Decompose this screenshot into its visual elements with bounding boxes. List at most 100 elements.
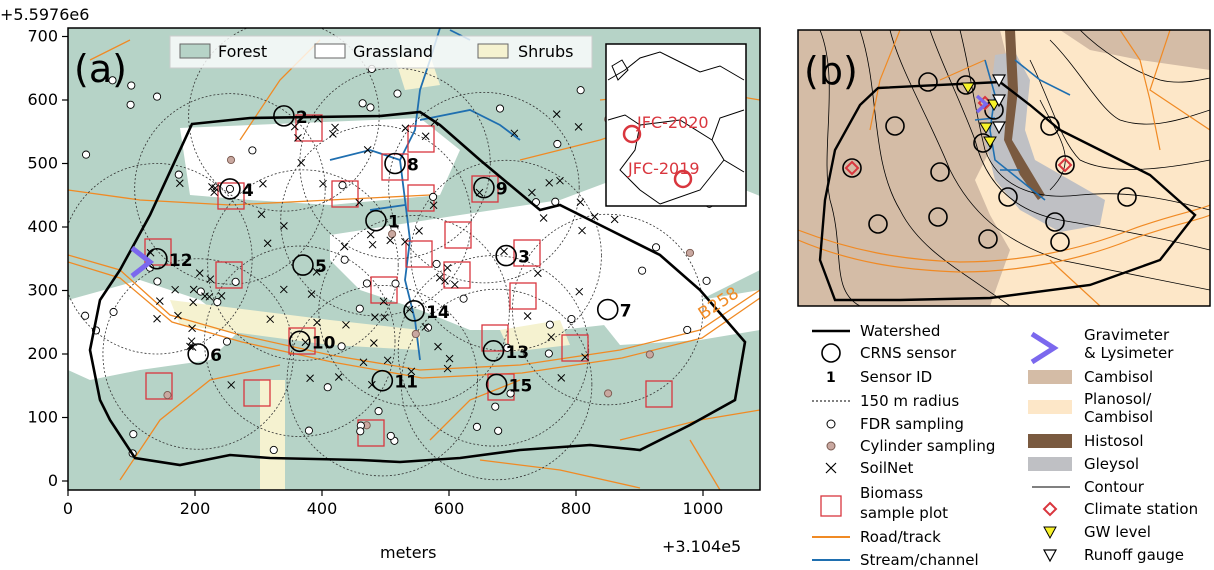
panel-b-gravimeter (975, 94, 989, 114)
y-tick-label: 700 (27, 27, 58, 46)
soilnet-point (174, 311, 182, 320)
soilnet-point (415, 227, 423, 235)
fdr-sample (391, 279, 400, 288)
legend-road: Road/track (860, 528, 941, 546)
sensor-id-label: 3 (518, 248, 530, 268)
watershed-boundary (88, 110, 747, 467)
legend-biomass: Biomass (860, 484, 923, 502)
fdr-sample (82, 150, 91, 159)
soilnet-point (576, 198, 585, 207)
cylinder-sample (226, 155, 236, 165)
soilnet-point (401, 124, 410, 133)
fdr-sample (153, 277, 162, 286)
y-tick-label: 500 (27, 154, 58, 173)
crns-sensor (403, 300, 425, 322)
y-tick-label: 400 (27, 217, 58, 236)
crns-sensor (365, 209, 387, 232)
fdr-sample (386, 431, 395, 440)
fdr-sample (638, 266, 647, 275)
soilnet-point (189, 298, 198, 307)
sensor-id-label: 10 (312, 333, 336, 353)
soilnet-point (450, 280, 459, 289)
fdr-sample (356, 427, 365, 436)
panel-b-map (798, 30, 1210, 306)
panel-b-runoff-gauges (991, 74, 1007, 135)
radius-circle (388, 91, 580, 284)
radius-circle (207, 169, 399, 361)
shrub-patch-3 (500, 320, 570, 352)
soilnet-point (401, 237, 409, 246)
contours (819, 30, 1210, 306)
legend-sample-plot: sample plot (860, 504, 948, 522)
panel-b-frame (797, 29, 1211, 307)
soilnet-point (312, 268, 321, 276)
soilnet-point (421, 132, 430, 141)
soilnet-point (441, 276, 449, 285)
soilnet-point (334, 373, 343, 381)
y-offset-label: +5.5976e6 (0, 5, 89, 24)
sensor-id-label: 12 (169, 251, 193, 271)
main-legend: Watershed CRNS sensor 1 Sensor ID 150 m … (812, 322, 1198, 569)
soilnet-point (443, 264, 452, 272)
x-tick-label: 400 (307, 499, 338, 518)
radius-circle (134, 93, 326, 285)
fdr-sample (108, 76, 117, 85)
soilnet-point (280, 222, 288, 230)
soilnet-point (155, 297, 164, 306)
fdr-sample (683, 325, 692, 334)
legend-lysimeter: & Lysimeter (1084, 344, 1174, 362)
fdr-sample (553, 139, 562, 149)
legend-sensor-id-symbol: 1 (826, 370, 836, 386)
crns-sensor (384, 152, 406, 175)
soilnet-point (545, 178, 554, 187)
soilnet-point (528, 188, 536, 197)
soilnet-point (186, 342, 194, 351)
crns-sensor (485, 373, 508, 396)
soilnet-point (279, 285, 288, 294)
soilnet-point (290, 122, 299, 131)
location-inset: JFC-2020 JFC-2019 (605, 43, 747, 207)
fdr-sample (567, 314, 576, 324)
y-tick-label: 200 (27, 344, 58, 363)
cylinder-sample (645, 350, 654, 359)
fdr-sample (355, 304, 364, 313)
legend-stream: Stream/channel (860, 551, 979, 569)
roads (68, 39, 760, 490)
crns-sensor (473, 176, 495, 199)
legend-soilnet: SoilNet (860, 459, 913, 477)
soilnet-point (435, 273, 444, 282)
radius-circles (68, 28, 704, 481)
fdr-sample (126, 100, 135, 109)
fdr-sample (153, 92, 162, 101)
grassland-patch-north (180, 118, 460, 205)
soilnet-point (510, 129, 519, 138)
soilnet-point (556, 176, 564, 185)
panel-b-watershed (818, 80, 1197, 302)
soilnet-point (590, 212, 599, 221)
fdr-sample (459, 294, 468, 303)
soilnet-point (539, 214, 548, 222)
y-tick-label: 300 (27, 281, 58, 300)
fdr-sample (472, 422, 481, 431)
sensor-id-label: 11 (394, 373, 418, 393)
fdr-sample (495, 104, 505, 113)
fdr-sample (338, 181, 347, 190)
fdr-sample (576, 86, 585, 95)
crns-sensor (288, 330, 311, 353)
cylinder-sample (163, 391, 172, 400)
radius-circle (204, 245, 396, 437)
x-tick-label: 600 (434, 499, 465, 518)
soilnet-point (407, 367, 416, 376)
sensor-id-label: 2 (296, 108, 308, 128)
crns-sensor (273, 105, 295, 127)
y-ticks: 0 100 200 300 400 500 600 700 (27, 27, 68, 490)
soilnet-point (307, 290, 316, 298)
sensor-id-label: 14 (426, 303, 450, 323)
soilnet-point (227, 381, 236, 389)
sensor-id-label: 13 (505, 343, 529, 363)
soilnet-point (368, 240, 377, 249)
soilnet-point (363, 146, 372, 154)
soilnet-point (405, 305, 414, 314)
soilnet-point (153, 314, 161, 323)
